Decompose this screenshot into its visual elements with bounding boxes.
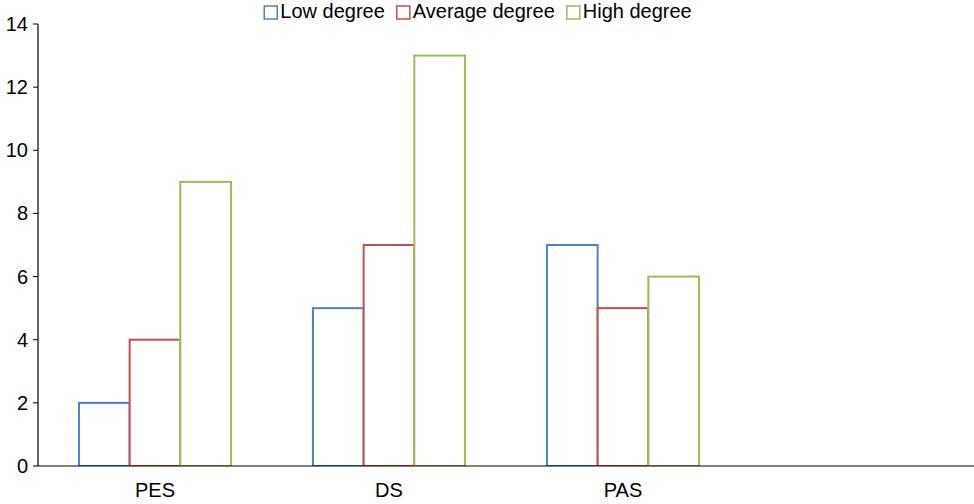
- y-tick-label: 8: [17, 202, 28, 224]
- bar: [180, 182, 231, 466]
- bars: [79, 56, 699, 466]
- bar: [313, 308, 364, 466]
- legend: Low degree Average degree High degree: [264, 0, 691, 22]
- y-tick: [33, 213, 38, 214]
- y-axis: [37, 24, 38, 466]
- bar: [130, 340, 181, 466]
- bar: [547, 245, 598, 466]
- x-tick-label: PAS: [604, 479, 643, 501]
- bar: [598, 308, 649, 466]
- bar: [79, 403, 130, 466]
- y-tick: [33, 276, 38, 277]
- legend-label: High degree: [583, 0, 692, 22]
- y-tick: [33, 466, 38, 467]
- legend-swatch: [397, 6, 410, 19]
- x-tick-label: DS: [375, 479, 403, 501]
- y-tick-label: 12: [6, 76, 28, 98]
- bar: [414, 56, 465, 466]
- bar: [648, 277, 699, 466]
- x-tick-label: PES: [135, 479, 175, 501]
- legend-label: Low degree: [280, 0, 385, 22]
- y-tick-label: 0: [17, 455, 28, 477]
- y-tick: [33, 402, 38, 403]
- y-tick-label: 2: [17, 392, 28, 414]
- legend-swatch: [264, 6, 277, 19]
- y-tick: [33, 87, 38, 88]
- y-tick-label: 14: [6, 13, 28, 35]
- y-tick: [33, 339, 38, 340]
- chart: 0 2 4 6 8 10 12 14 PES DS PAS Low degree Average deg…: [0, 0, 974, 504]
- y-tick: [33, 150, 38, 151]
- y-tick-label: 4: [17, 329, 28, 351]
- y-tick-label: 6: [17, 266, 28, 288]
- x-axis: [38, 465, 974, 466]
- legend-label: Average degree: [413, 0, 555, 22]
- y-tick: [33, 24, 38, 25]
- bar: [364, 245, 415, 466]
- legend-swatch: [567, 6, 580, 19]
- y-tick-label: 10: [6, 139, 28, 161]
